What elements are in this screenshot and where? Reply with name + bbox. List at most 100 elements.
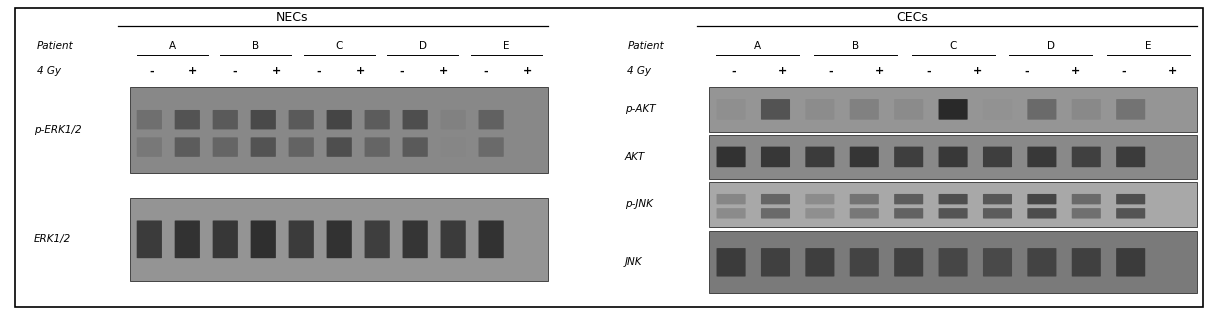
FancyBboxPatch shape bbox=[894, 208, 923, 218]
Text: +: + bbox=[189, 66, 197, 76]
FancyBboxPatch shape bbox=[251, 221, 275, 258]
Text: -: - bbox=[1122, 66, 1127, 76]
Bar bbox=[130, 87, 548, 173]
FancyBboxPatch shape bbox=[850, 208, 879, 218]
FancyBboxPatch shape bbox=[716, 248, 745, 276]
Text: +: + bbox=[777, 66, 787, 76]
FancyBboxPatch shape bbox=[983, 208, 1012, 218]
FancyBboxPatch shape bbox=[939, 194, 967, 204]
Text: p-AKT: p-AKT bbox=[625, 104, 655, 114]
Text: +: + bbox=[272, 66, 281, 76]
Text: A: A bbox=[168, 41, 175, 51]
Text: -: - bbox=[315, 66, 320, 76]
FancyBboxPatch shape bbox=[850, 146, 879, 167]
FancyBboxPatch shape bbox=[983, 194, 1012, 204]
FancyBboxPatch shape bbox=[213, 110, 238, 129]
FancyBboxPatch shape bbox=[174, 110, 200, 129]
Text: 4 Gy: 4 Gy bbox=[37, 66, 61, 76]
FancyBboxPatch shape bbox=[403, 137, 428, 157]
FancyBboxPatch shape bbox=[1027, 194, 1056, 204]
Bar bbox=[709, 182, 1197, 227]
Text: AKT: AKT bbox=[625, 152, 646, 162]
FancyBboxPatch shape bbox=[805, 248, 834, 276]
FancyBboxPatch shape bbox=[136, 221, 162, 258]
FancyBboxPatch shape bbox=[805, 194, 834, 204]
Text: E: E bbox=[503, 41, 509, 51]
FancyBboxPatch shape bbox=[1116, 208, 1145, 218]
FancyBboxPatch shape bbox=[364, 137, 390, 157]
FancyBboxPatch shape bbox=[716, 208, 745, 218]
Text: -: - bbox=[400, 66, 404, 76]
FancyBboxPatch shape bbox=[479, 110, 504, 129]
Text: p-JNK: p-JNK bbox=[625, 199, 653, 210]
FancyBboxPatch shape bbox=[364, 110, 390, 129]
Text: Patient: Patient bbox=[627, 41, 664, 51]
FancyBboxPatch shape bbox=[289, 221, 314, 258]
Text: +: + bbox=[1071, 66, 1080, 76]
FancyBboxPatch shape bbox=[894, 146, 923, 167]
FancyBboxPatch shape bbox=[894, 99, 923, 120]
FancyBboxPatch shape bbox=[251, 137, 275, 157]
FancyBboxPatch shape bbox=[805, 208, 834, 218]
Text: B: B bbox=[252, 41, 259, 51]
FancyBboxPatch shape bbox=[289, 110, 314, 129]
FancyBboxPatch shape bbox=[939, 99, 967, 120]
FancyBboxPatch shape bbox=[1072, 248, 1101, 276]
Text: C: C bbox=[335, 41, 343, 51]
FancyBboxPatch shape bbox=[983, 248, 1012, 276]
Bar bbox=[130, 198, 548, 281]
Text: +: + bbox=[438, 66, 448, 76]
Text: +: + bbox=[876, 66, 884, 76]
Text: E: E bbox=[1145, 41, 1152, 51]
Text: NECs: NECs bbox=[276, 11, 308, 24]
Text: +: + bbox=[523, 66, 532, 76]
FancyBboxPatch shape bbox=[1072, 99, 1101, 120]
FancyBboxPatch shape bbox=[251, 110, 275, 129]
Bar bbox=[709, 87, 1197, 132]
FancyBboxPatch shape bbox=[1116, 248, 1145, 276]
FancyBboxPatch shape bbox=[894, 194, 923, 204]
Text: +: + bbox=[1168, 66, 1178, 76]
Text: +: + bbox=[356, 66, 364, 76]
FancyBboxPatch shape bbox=[326, 137, 352, 157]
FancyBboxPatch shape bbox=[850, 194, 879, 204]
Text: Patient: Patient bbox=[37, 41, 73, 51]
FancyBboxPatch shape bbox=[441, 137, 465, 157]
FancyBboxPatch shape bbox=[1027, 99, 1056, 120]
FancyBboxPatch shape bbox=[479, 137, 504, 157]
Text: -: - bbox=[484, 66, 487, 76]
FancyBboxPatch shape bbox=[805, 99, 834, 120]
FancyBboxPatch shape bbox=[364, 221, 390, 258]
FancyBboxPatch shape bbox=[289, 137, 314, 157]
FancyBboxPatch shape bbox=[716, 194, 745, 204]
Text: -: - bbox=[828, 66, 833, 76]
FancyBboxPatch shape bbox=[1072, 194, 1101, 204]
Text: -: - bbox=[233, 66, 238, 76]
FancyBboxPatch shape bbox=[1027, 208, 1056, 218]
FancyBboxPatch shape bbox=[1116, 99, 1145, 120]
FancyBboxPatch shape bbox=[761, 194, 790, 204]
FancyBboxPatch shape bbox=[761, 208, 790, 218]
FancyBboxPatch shape bbox=[850, 99, 879, 120]
Text: JNK: JNK bbox=[625, 257, 642, 267]
FancyBboxPatch shape bbox=[894, 248, 923, 276]
Text: -: - bbox=[149, 66, 153, 76]
FancyBboxPatch shape bbox=[939, 146, 967, 167]
Text: D: D bbox=[1046, 41, 1055, 51]
FancyBboxPatch shape bbox=[939, 208, 967, 218]
FancyBboxPatch shape bbox=[174, 137, 200, 157]
FancyBboxPatch shape bbox=[716, 146, 745, 167]
FancyBboxPatch shape bbox=[983, 99, 1012, 120]
Bar bbox=[709, 231, 1197, 293]
FancyBboxPatch shape bbox=[479, 221, 504, 258]
Text: -: - bbox=[927, 66, 931, 76]
FancyBboxPatch shape bbox=[1116, 194, 1145, 204]
FancyBboxPatch shape bbox=[441, 221, 465, 258]
FancyBboxPatch shape bbox=[213, 137, 238, 157]
FancyBboxPatch shape bbox=[326, 221, 352, 258]
FancyBboxPatch shape bbox=[1027, 248, 1056, 276]
Text: D: D bbox=[419, 41, 426, 51]
Text: p-ERK1/2: p-ERK1/2 bbox=[34, 125, 82, 135]
Text: ERK1/2: ERK1/2 bbox=[34, 234, 72, 244]
Text: A: A bbox=[754, 41, 761, 51]
